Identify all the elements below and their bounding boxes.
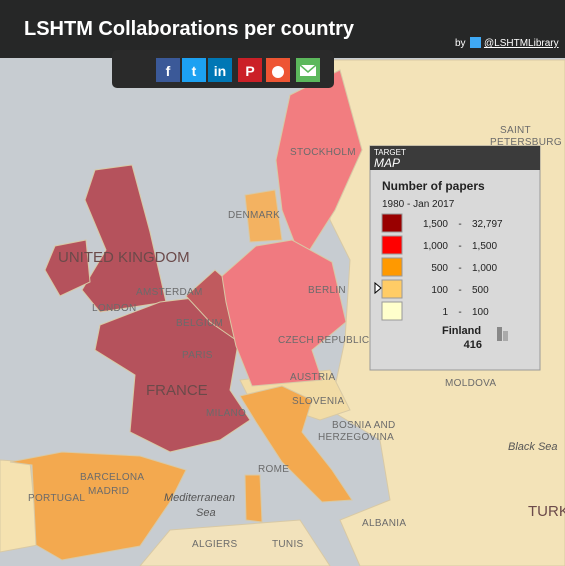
map-label: PETERSBURG <box>490 137 562 148</box>
share-label[interactable]: in <box>214 63 226 79</box>
map-label: STOCKHOLM <box>290 147 356 158</box>
map-label: ROME <box>258 464 289 475</box>
share-label[interactable]: f <box>166 63 171 79</box>
share-bar: f t in P <box>112 50 334 88</box>
header: LSHTM Collaborations per country by @LSH… <box>0 0 565 58</box>
share-button[interactable] <box>182 58 206 82</box>
map-label: MILANO <box>206 408 246 419</box>
share-button[interactable] <box>156 58 180 82</box>
map-label: Mediterranean <box>164 492 235 504</box>
map-label: CZECH REPUBLIC <box>278 335 369 346</box>
map-label: BOSNIA AND <box>332 420 396 431</box>
map-label: TUNIS <box>272 539 304 550</box>
twitter-icon <box>470 37 481 48</box>
legend-swatch <box>381 257 403 277</box>
legend-to: 1,500 <box>472 241 497 252</box>
legend-from: 500 <box>431 263 448 274</box>
brand: MAP <box>374 156 400 170</box>
map-labels: SAINT PETERSBURG STOCKHOLM DENMARK UNITE… <box>28 125 565 550</box>
map-label: FRANCE <box>146 382 208 399</box>
map-label: PARIS <box>182 350 213 361</box>
hover-marker <box>374 281 382 295</box>
legend-separator: - <box>458 241 461 252</box>
legend-to: 1,000 <box>472 263 497 274</box>
map-label: Sea <box>196 507 216 519</box>
share-button[interactable] <box>208 58 232 82</box>
map-label: TURKI <box>528 503 565 520</box>
byline: by <box>455 38 466 49</box>
map-label: AMSTERDAM <box>136 287 203 298</box>
map-label: ALGIERS <box>192 539 237 550</box>
map-label: ALBANIA <box>362 518 406 529</box>
legend-from: 1,500 <box>423 219 448 230</box>
legend-to: 500 <box>472 285 489 296</box>
legend-from: 1,000 <box>423 241 448 252</box>
legend-separator: - <box>458 263 461 274</box>
legend-from: 1 <box>442 307 448 318</box>
share-label[interactable]: t <box>192 63 197 79</box>
map-label: MOLDOVA <box>445 378 496 389</box>
legend-to: 32,797 <box>472 219 503 230</box>
title: LSHTM Collaborations per country <box>24 18 355 40</box>
legend-swatch <box>381 213 403 233</box>
legend-separator: - <box>458 307 461 318</box>
legend-to: 100 <box>472 307 489 318</box>
map-label: UNITED KINGDOM <box>58 249 190 266</box>
share-button[interactable] <box>238 58 262 82</box>
map-label: AUSTRIA <box>290 372 335 383</box>
map-label: HERZEGOVINA <box>318 432 394 443</box>
legend-title: Number of papers <box>382 179 485 193</box>
legend-swatch <box>381 235 403 255</box>
map-label: SLOVENIA <box>292 396 344 407</box>
map-label: BARCELONA <box>80 472 144 483</box>
hover-country: Finland <box>442 325 481 337</box>
share-label[interactable]: P <box>245 63 254 79</box>
map-label: SAINT <box>500 125 531 136</box>
map-label: BELGIUM <box>176 318 223 329</box>
legend-swatch <box>381 301 403 321</box>
legend-swatch <box>381 279 403 299</box>
legend: TARGET MAP Number of papers 1980 - Jan 2… <box>369 145 541 371</box>
header-bar <box>0 0 565 58</box>
account-link[interactable]: @LSHTMLibrary <box>484 38 559 49</box>
map-label: DENMARK <box>228 210 280 221</box>
legend-separator: - <box>458 285 461 296</box>
legend-period: 1980 - Jan 2017 <box>382 199 455 210</box>
brand: TARGET <box>374 148 406 157</box>
map-label: MADRID <box>88 486 129 497</box>
legend-separator: - <box>458 219 461 230</box>
map-label: LONDON <box>92 303 137 314</box>
hover-value: 416 <box>464 339 482 351</box>
map-label: Black Sea <box>508 441 558 453</box>
map-label: BERLIN <box>308 285 346 296</box>
map-label: PORTUGAL <box>28 493 85 504</box>
legend-from: 100 <box>431 285 448 296</box>
